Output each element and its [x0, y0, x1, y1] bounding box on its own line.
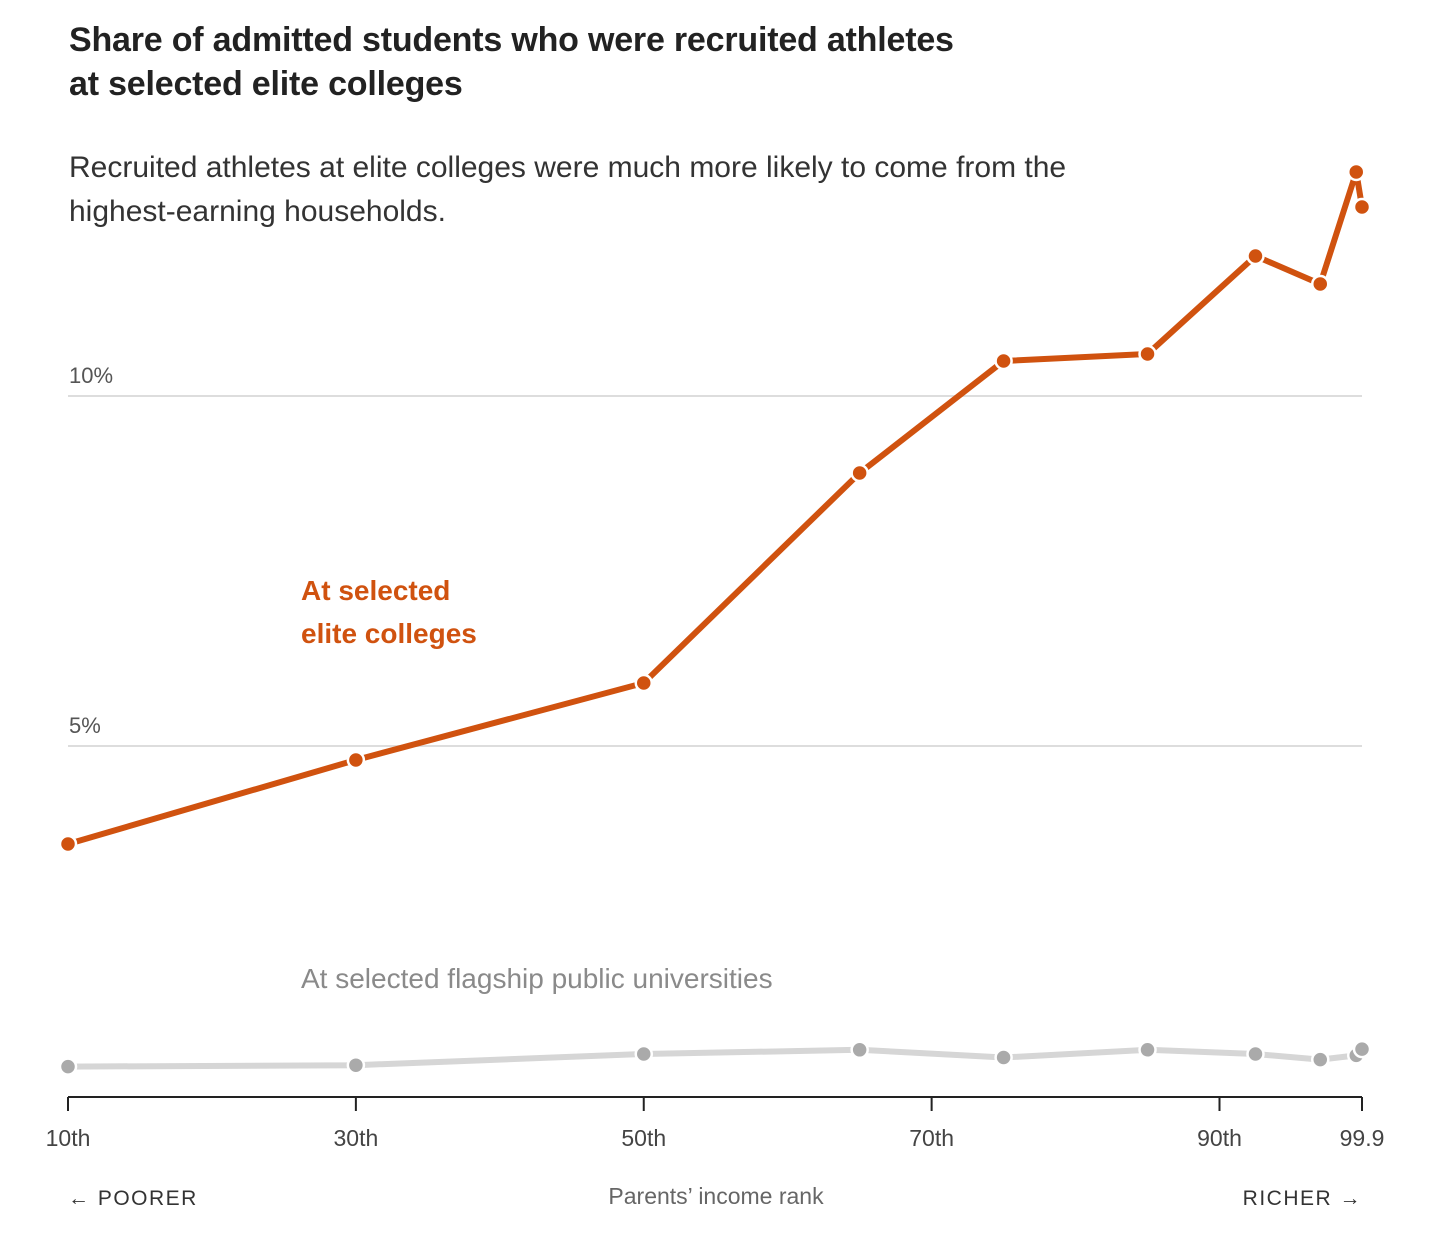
x-tick-label-3: 70th: [909, 1125, 954, 1151]
elite-series-label: At selected elite colleges: [301, 575, 477, 649]
elite-point-7: [1311, 274, 1330, 294]
flagship-point-0: [58, 1057, 78, 1076]
chart-title: Share of admitted students who were recr…: [69, 21, 954, 103]
elite-series-label-line-2: elite colleges: [301, 618, 477, 649]
x-axis: 10th 30th 50th 70th 90th 99.9: [46, 1096, 1385, 1151]
elite-point-4: [994, 351, 1013, 371]
x-tick-label-0: 10th: [46, 1125, 91, 1151]
x-tick-label-1: 30th: [333, 1125, 378, 1151]
elite-point-1: [346, 750, 366, 770]
elite-series-label-line-1: At selected: [301, 575, 450, 606]
gridlines: [68, 395, 1362, 747]
elite-line: [65, 169, 1365, 847]
flagship-series-label: At selected flagship public universities: [301, 963, 773, 994]
y-tick-labels: 5% 10%: [69, 363, 113, 738]
x-axis-title: Parents’ income rank: [608, 1183, 824, 1209]
flagship-point-9: [1352, 1039, 1372, 1059]
flagship-point-5: [1138, 1040, 1157, 1060]
x-tick-label-2: 50th: [621, 1125, 666, 1151]
elite-point-2: [634, 673, 654, 693]
flagship-point-4: [994, 1048, 1013, 1067]
flagship-point-7: [1311, 1050, 1330, 1069]
richer-direction-label: RICHER →: [1243, 1187, 1362, 1210]
flagship-point-2: [634, 1044, 654, 1064]
poorer-direction-label: ← POORER: [68, 1187, 198, 1210]
elite-point-0: [58, 834, 78, 854]
flagship-point-6: [1246, 1044, 1265, 1064]
elite-point-3: [850, 463, 869, 483]
flagship-point-3: [850, 1040, 869, 1060]
elite-series: [58, 162, 1372, 854]
elite-point-8: [1346, 162, 1366, 182]
x-tick-label-5: 99.9: [1340, 1125, 1385, 1151]
flagship-series: [58, 1039, 1372, 1076]
chart-subtitle: Recruited athletes at elite colleges wer…: [69, 151, 1067, 228]
elite-point-5: [1138, 344, 1157, 364]
y-tick-label-10: 10%: [69, 363, 113, 388]
flagship-point-1: [346, 1055, 366, 1075]
x-tick-label-4: 90th: [1197, 1125, 1242, 1151]
y-tick-label-5: 5%: [69, 713, 101, 738]
elite-point-6: [1246, 246, 1265, 266]
flagship-line: [65, 1046, 1365, 1070]
elite-point-9: [1352, 197, 1372, 217]
